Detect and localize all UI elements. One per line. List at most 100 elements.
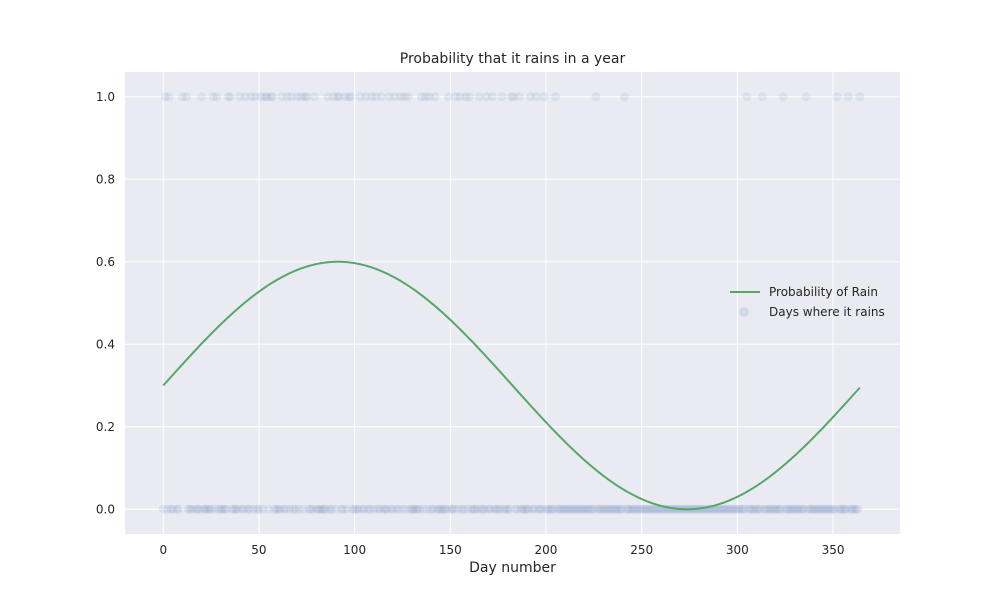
dry-day-point: [363, 504, 373, 514]
rain-day-point: [286, 92, 296, 102]
dry-day-point: [336, 504, 346, 514]
legend-entry-probability: Probability of Rain: [769, 285, 878, 299]
dry-day-point: [552, 504, 562, 514]
dry-day-point: [572, 504, 582, 514]
rain-day-point: [551, 92, 561, 102]
dry-day-point: [830, 504, 840, 514]
rain-day-point: [256, 92, 266, 102]
dry-day-point: [577, 504, 587, 514]
rain-day-point: [451, 92, 461, 102]
dry-day-point: [463, 504, 473, 514]
dry-day-point: [533, 504, 543, 514]
dry-day-point: [817, 504, 827, 514]
dry-day-point: [459, 504, 469, 514]
dry-day-point: [625, 504, 635, 514]
rain-day-point: [355, 92, 365, 102]
dry-day-point: [713, 504, 723, 514]
dry-day-point: [642, 504, 652, 514]
dry-day-point: [595, 504, 605, 514]
dry-day-point: [317, 504, 327, 514]
dry-day-point: [528, 504, 538, 514]
dry-day-point: [321, 504, 331, 514]
rain-day-point: [292, 92, 302, 102]
dry-day-point: [365, 504, 375, 514]
dry-day-point: [794, 504, 804, 514]
y-tick-label: 0.2: [96, 420, 115, 434]
rain-day-point: [778, 92, 788, 102]
dry-day-point: [589, 504, 599, 514]
dry-day-point: [369, 504, 379, 514]
dry-day-point: [851, 504, 861, 514]
dry-day-point: [468, 504, 478, 514]
rain-day-point: [507, 92, 517, 102]
probability-of-rain-line: [162, 260, 861, 511]
dry-day-point: [824, 504, 834, 514]
rain-day-point: [241, 92, 251, 102]
dry-day-point: [288, 504, 298, 514]
dry-day-point: [382, 504, 392, 514]
rain-day-point: [464, 92, 474, 102]
rain-day-point: [323, 92, 333, 102]
dry-day-point: [319, 504, 329, 514]
dry-day-point: [608, 504, 618, 514]
rain-day-point: [371, 92, 381, 102]
rain-day-point: [246, 92, 256, 102]
x-tick-label: 350: [822, 543, 845, 557]
dry-day-point: [618, 504, 628, 514]
dry-day-point: [279, 504, 289, 514]
rain-day-point: [619, 92, 629, 102]
rain-day-point: [801, 92, 811, 102]
dry-day-point: [524, 504, 534, 514]
y-tick-label: 0.6: [96, 255, 115, 269]
rain-day-point: [283, 92, 293, 102]
dry-day-point: [426, 504, 436, 514]
dry-day-point: [359, 504, 369, 514]
dry-day-point: [185, 504, 195, 514]
dry-day-point: [520, 504, 530, 514]
dry-day-point: [621, 504, 631, 514]
rain-day-point: [260, 92, 270, 102]
dry-day-point: [738, 504, 748, 514]
rain-day-point: [403, 92, 413, 102]
dry-day-point: [776, 504, 786, 514]
dry-day-point: [298, 504, 308, 514]
dry-day-point: [616, 504, 626, 514]
x-tick-label: 150: [439, 543, 462, 557]
dry-day-point: [248, 504, 258, 514]
dry-day-point: [202, 504, 212, 514]
dry-day-point: [491, 504, 501, 514]
rain-day-point: [591, 92, 601, 102]
dry-day-point: [564, 504, 574, 514]
dry-day-point: [198, 504, 208, 514]
rain-day-point: [277, 92, 287, 102]
dry-day-point: [357, 504, 367, 514]
dry-day-point: [732, 504, 742, 514]
dry-day-point: [220, 504, 230, 514]
dry-day-point: [581, 504, 591, 514]
dry-day-point: [233, 504, 243, 514]
dry-day-point: [631, 504, 641, 514]
dry-day-point: [485, 504, 495, 514]
dry-day-point: [838, 504, 848, 514]
rain-day-point: [346, 92, 356, 102]
x-axis-ticks: 0 50 100 150 200 250 300 350: [159, 543, 844, 557]
rain-day-point: [160, 92, 170, 102]
legend: Probability of Rain Days where it rains: [730, 285, 885, 319]
dry-day-point: [730, 504, 740, 514]
dry-day-point: [566, 504, 576, 514]
dry-day-point: [516, 504, 526, 514]
dry-day-point: [530, 504, 540, 514]
dry-day-point: [373, 504, 383, 514]
dry-day-point: [436, 504, 446, 514]
dry-day-point: [773, 504, 783, 514]
dry-day-point: [204, 504, 214, 514]
dry-day-point: [221, 504, 231, 514]
dry-day-point: [767, 504, 777, 514]
dry-day-point: [269, 504, 279, 514]
dry-day-point: [648, 504, 658, 514]
dry-day-point: [535, 504, 545, 514]
dry-day-point: [195, 504, 205, 514]
dry-day-point: [510, 504, 520, 514]
dry-day-point: [646, 504, 656, 514]
dry-day-point: [562, 504, 572, 514]
